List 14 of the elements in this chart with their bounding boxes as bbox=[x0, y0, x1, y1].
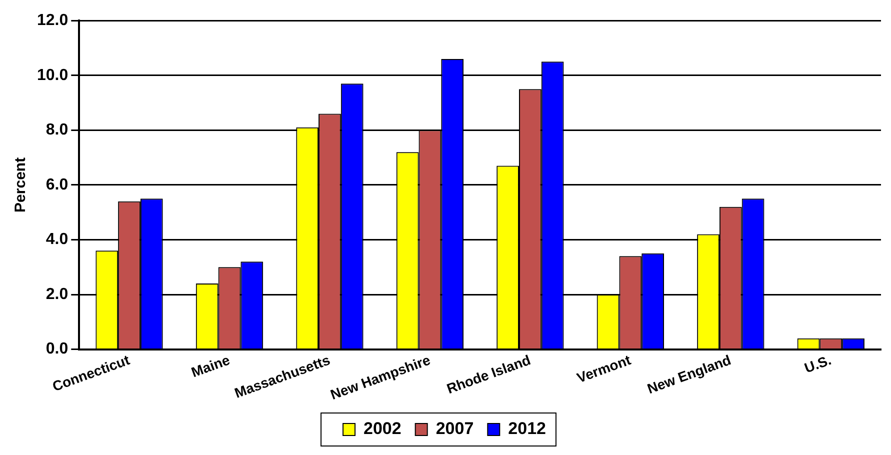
y-tick-label: 8.0 bbox=[46, 122, 68, 139]
y-tick-label: 6.0 bbox=[46, 176, 68, 194]
y-axis-title: Percent bbox=[12, 157, 30, 212]
legend-label: 2012 bbox=[508, 419, 546, 438]
x-tick-label: Maine bbox=[189, 352, 232, 380]
legend-label: 2007 bbox=[436, 419, 474, 438]
y-tick-label: 4.0 bbox=[46, 231, 68, 248]
legend-label: 2002 bbox=[364, 419, 402, 438]
y-tick-label: 2.0 bbox=[46, 286, 68, 303]
x-tick-label: Rhode Island bbox=[444, 352, 533, 397]
y-tick-label: 10.0 bbox=[37, 66, 68, 84]
y-tick-label: 0.0 bbox=[46, 340, 68, 358]
y-tick-label: 12.0 bbox=[37, 12, 68, 30]
x-tick-label: U.S. bbox=[802, 352, 834, 376]
